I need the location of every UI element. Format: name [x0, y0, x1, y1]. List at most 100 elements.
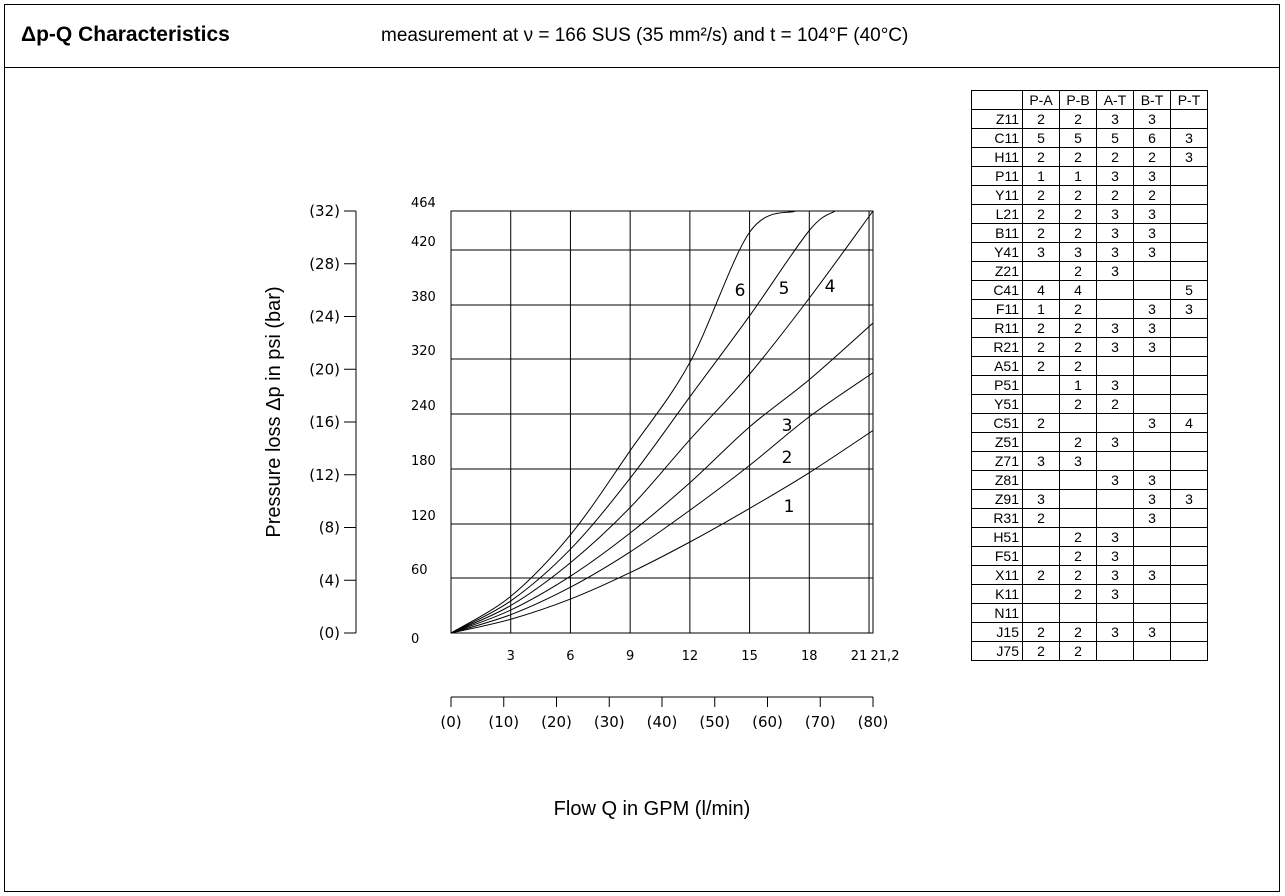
table-value-cell: 3: [1096, 204, 1134, 224]
table-value-cell: 1: [1059, 375, 1097, 395]
table-row: H11 2 2 2 2 3: [971, 147, 1208, 167]
table-value-cell: [1133, 603, 1171, 623]
table-row: X11 2 2 3 3: [971, 565, 1208, 585]
curves: 1 2 3 4 5 6: [450, 210, 874, 634]
table-row: N11: [971, 603, 1208, 623]
table-row: Z81 3 3: [971, 470, 1208, 490]
bar-tick-label: (28): [309, 255, 340, 273]
bar-axis: (0) (4) (8) (12) (16) (20) (24) (28) (32): [309, 202, 357, 642]
lpm-tick-label: (40): [647, 713, 678, 731]
table-row: H51 2 3: [971, 527, 1208, 547]
lpm-tick-label: (80): [858, 713, 889, 731]
table-row: Z91 3 3 3: [971, 489, 1208, 509]
table-value-cell: [1096, 641, 1134, 661]
bar-tick-label: (4): [319, 571, 340, 589]
table-value-cell: 3: [1133, 413, 1171, 433]
table-code-cell: C11: [971, 128, 1023, 148]
bar-tick-label: (8): [319, 519, 340, 537]
table-value-cell: 2: [1059, 622, 1097, 642]
table-value-cell: 2: [1059, 546, 1097, 566]
table-value-cell: 3: [1133, 508, 1171, 528]
table-value-cell: 3: [1096, 337, 1134, 357]
table-value-cell: 2: [1059, 109, 1097, 129]
table-value-cell: 3: [1096, 109, 1134, 129]
table-value-cell: 2: [1059, 584, 1097, 604]
table-value-cell: [1096, 299, 1134, 319]
table-value-cell: [1059, 470, 1097, 490]
table-value-cell: [1170, 185, 1208, 205]
table-value-cell: 1: [1022, 166, 1060, 186]
table-value-cell: 2: [1022, 622, 1060, 642]
table-value-cell: [1022, 432, 1060, 452]
table-value-cell: [1096, 356, 1134, 376]
table-code-cell: C51: [971, 413, 1023, 433]
table-row: L21 2 2 3 3: [971, 204, 1208, 224]
table-code-cell: L21: [971, 204, 1023, 224]
table-value-cell: 2: [1059, 356, 1097, 376]
table-value-cell: 5: [1096, 128, 1134, 148]
table-value-cell: [1170, 508, 1208, 528]
page-subtitle: measurement at ν = 166 SUS (35 mm²/s) an…: [381, 25, 909, 46]
table-value-cell: [1170, 223, 1208, 243]
table-code-cell: R31: [971, 508, 1023, 528]
table-value-cell: [1133, 527, 1171, 547]
table-value-cell: [1133, 375, 1171, 395]
table-code-cell: Y51: [971, 394, 1023, 414]
table-value-cell: [1022, 527, 1060, 547]
table-value-cell: [1170, 204, 1208, 224]
bar-tick-label: (16): [309, 413, 340, 431]
table-value-cell: [1133, 280, 1171, 300]
table-value-cell: [1170, 109, 1208, 129]
table-value-cell: 2: [1059, 641, 1097, 661]
table-value-cell: [1059, 603, 1097, 623]
curve-label-5: 5: [779, 279, 790, 299]
table-value-cell: 3: [1133, 223, 1171, 243]
table-value-cell: [1170, 470, 1208, 490]
table-row: F51 2 3: [971, 546, 1208, 566]
table-value-cell: [1170, 451, 1208, 471]
table-value-cell: 3: [1133, 299, 1171, 319]
table-value-cell: 3: [1170, 299, 1208, 319]
table-row: P11 1 1 3 3: [971, 166, 1208, 186]
table-value-cell: 2: [1059, 318, 1097, 338]
curve-label-3: 3: [782, 416, 793, 436]
table-value-cell: 3: [1170, 147, 1208, 167]
table-value-cell: 3: [1133, 470, 1171, 490]
table-value-cell: [1170, 166, 1208, 186]
table-row: R31 2 3: [971, 508, 1208, 528]
y-tick-label: 180: [411, 454, 436, 469]
table-header-cell: B-T: [1133, 90, 1171, 110]
table-value-cell: 3: [1096, 318, 1134, 338]
table-value-cell: [1096, 451, 1134, 471]
table-value-cell: 4: [1170, 413, 1208, 433]
table-value-cell: 2: [1022, 109, 1060, 129]
table-row: C41 4 4 5: [971, 280, 1208, 300]
table-row: Y41 3 3 3 3: [971, 242, 1208, 262]
table-code-cell: H51: [971, 527, 1023, 547]
table-row: R11 2 2 3 3: [971, 318, 1208, 338]
table-value-cell: [1133, 546, 1171, 566]
table-row: B11 2 2 3 3: [971, 223, 1208, 243]
table-code-cell: X11: [971, 565, 1023, 585]
table-value-cell: 3: [1022, 489, 1060, 509]
table-value-cell: 3: [1133, 489, 1171, 509]
table-value-cell: 3: [1022, 451, 1060, 471]
curve-6: [450, 210, 796, 634]
table-value-cell: 3: [1096, 622, 1134, 642]
table-code-cell: J75: [971, 641, 1023, 661]
y-tick-label: 464: [411, 196, 436, 211]
table-code-cell: Z81: [971, 470, 1023, 490]
table-value-cell: 3: [1096, 375, 1134, 395]
y-tick-label: 60: [411, 563, 428, 578]
bar-tick-label: (12): [309, 466, 340, 484]
table-value-cell: 6: [1133, 128, 1171, 148]
table-value-cell: 3: [1059, 451, 1097, 471]
curve-5: [450, 210, 836, 634]
table-value-cell: 3: [1096, 261, 1134, 281]
table-row: Z51 2 3: [971, 432, 1208, 452]
table-code-cell: Z51: [971, 432, 1023, 452]
table-code-cell: Y41: [971, 242, 1023, 262]
table-code-cell: Y11: [971, 185, 1023, 205]
table-value-cell: 3: [1170, 489, 1208, 509]
table-value-cell: [1059, 413, 1097, 433]
